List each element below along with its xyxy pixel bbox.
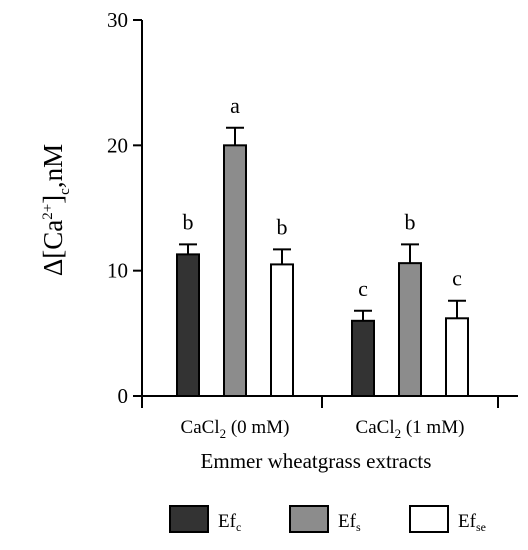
x-category-label: CaCl2 (1 mM) (356, 417, 465, 441)
bar-Efse-2 (445, 317, 469, 397)
significance-letter: b (405, 209, 416, 234)
legend-label-Efs: Efs (338, 511, 361, 534)
bar-Efc-2 (351, 319, 375, 397)
legend-label-Efse: Efse (458, 511, 486, 534)
bar-Efse-1 (270, 263, 294, 397)
significance-letter: a (230, 93, 240, 118)
bar-Efs-2 (398, 262, 422, 397)
y-tick-label: 20 (107, 133, 128, 157)
x-category-label: CaCl2 (0 mM) (181, 417, 290, 441)
y-axis-label: Δ[Ca2+]c,nM (38, 144, 73, 276)
x-axis-label: Emmer wheatgrass extracts (201, 449, 432, 473)
y-tick-label: 30 (107, 8, 128, 32)
bar-Efs-1 (223, 144, 247, 397)
y-tick-label: 0 (118, 384, 129, 408)
y-tick-label: 10 (107, 259, 128, 283)
legend-swatch-Efc (169, 505, 209, 533)
legend-swatch-Efse (409, 505, 449, 533)
significance-letter: c (452, 266, 462, 291)
legend-swatch-Efs (289, 505, 329, 533)
significance-letter: c (358, 276, 368, 301)
bar-Efc-1 (176, 253, 200, 397)
legend-label-Efc: Efc (218, 511, 241, 534)
significance-letter: b (183, 209, 194, 234)
significance-letter: b (277, 214, 288, 239)
